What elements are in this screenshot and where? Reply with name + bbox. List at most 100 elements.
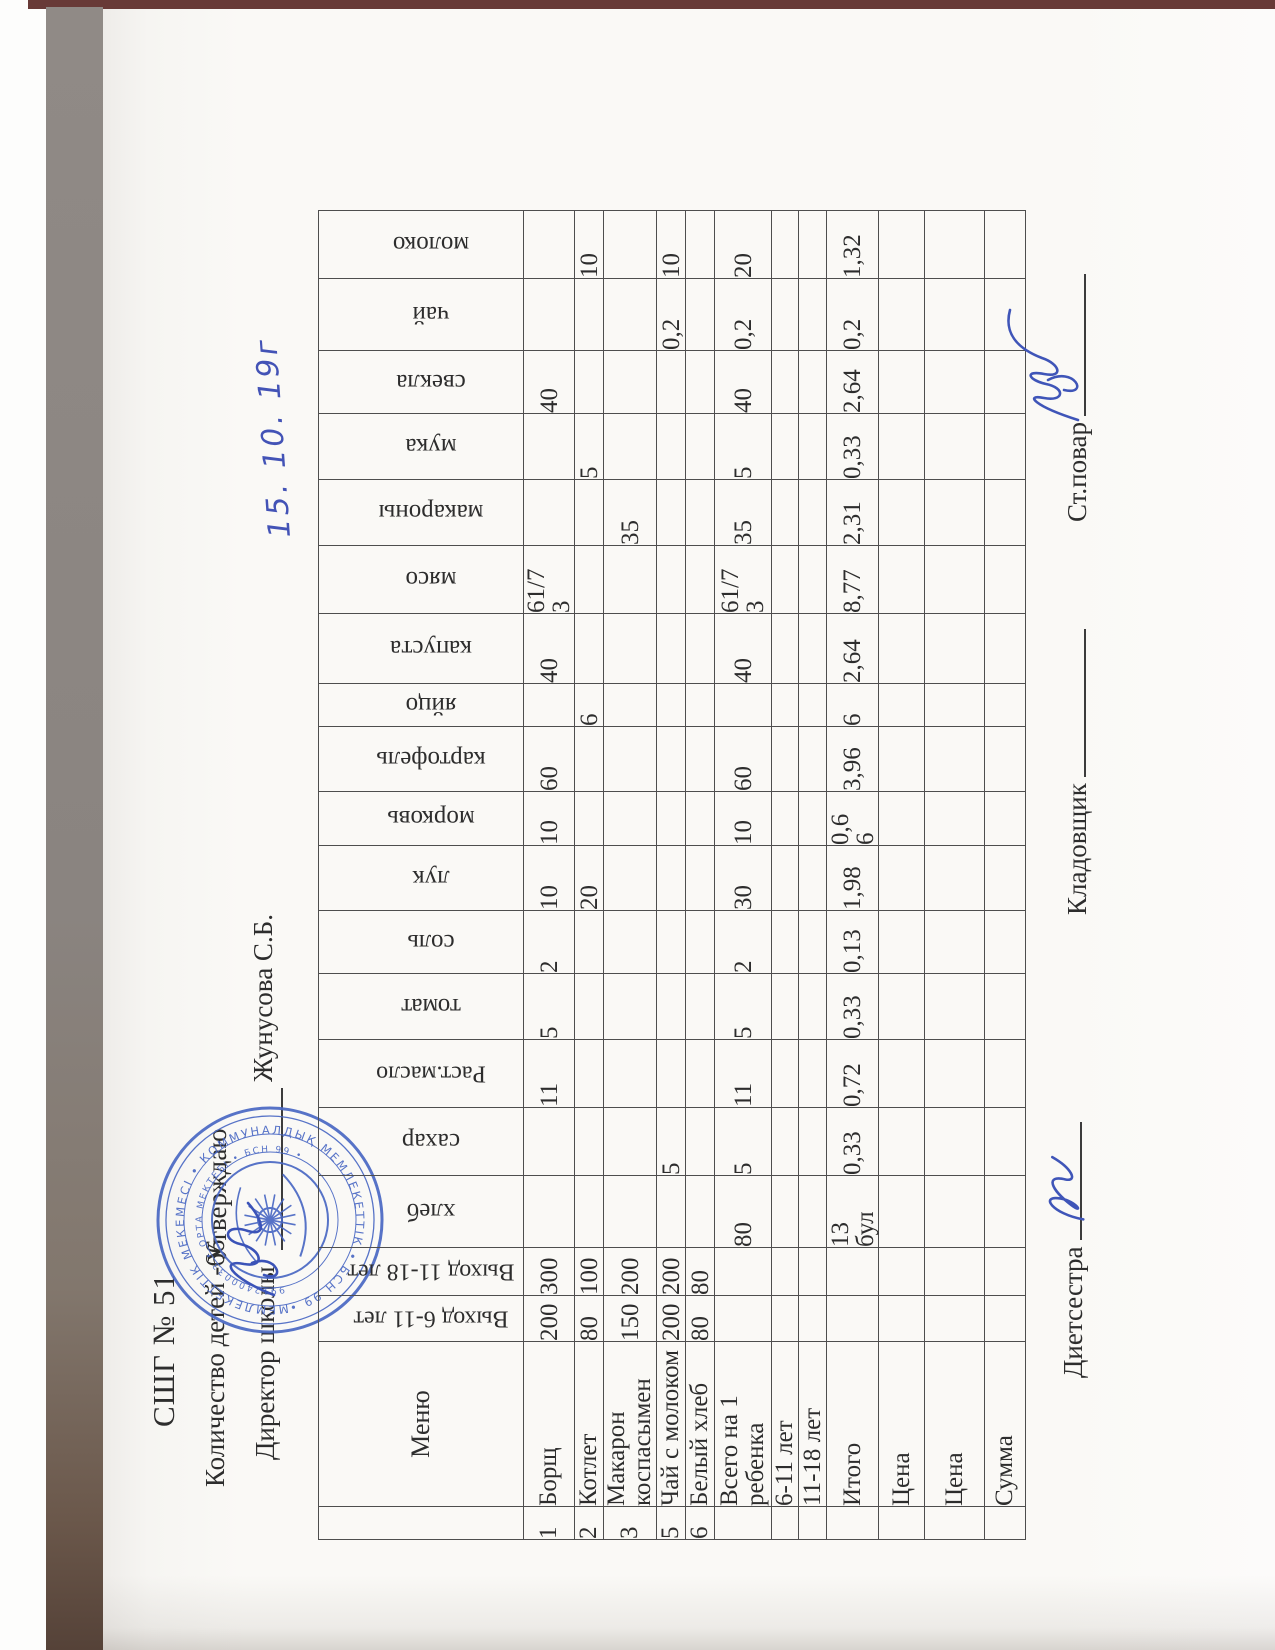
value-cell: 0,33 [826,1107,879,1176]
value-cell [523,1175,575,1248]
value-cell [656,613,686,684]
value-cell [771,1295,799,1342]
dish-name-cell: Котлет [574,1341,604,1507]
value-cell [603,210,657,279]
value-cell: 11 [714,1039,772,1108]
value-cell: 2,64 [826,350,879,414]
value-cell [685,350,715,414]
value-cell [656,479,686,546]
value-cell [798,1107,827,1176]
director-name: Жунусова С.Б. [248,914,278,1082]
value-cell [984,1295,1026,1342]
table-row: 6 Белый хлеб 80 80 [685,210,715,1540]
value-cell: 40 [714,613,772,684]
col-header-label: свекла [396,369,466,396]
value-cell [924,1295,985,1342]
value-cell: 35 [714,479,772,546]
head-cook-label: Ст.повар [1062,422,1092,522]
row-num-cell [714,1506,772,1540]
col-header-label: Выход 6-11 лет [353,1306,509,1332]
value-cell [603,413,657,480]
value-cell [798,545,827,614]
value-cell [771,910,799,974]
value-cell [924,726,985,792]
value-cell: 0,33 [826,973,879,1040]
value-cell [771,1039,799,1108]
head-cook-signature-icon [1007,308,1080,422]
col-header-label: соль [407,929,455,956]
value-cell [656,413,686,480]
value-cell [984,210,1026,279]
value-cell [771,973,799,1040]
value-cell: 5 [523,973,575,1040]
scan-edge-top [28,0,1275,9]
value-cell: 3,96 [826,726,879,792]
handwritten-date: 15. 10. 19г [249,335,298,539]
value-cell [685,683,715,727]
row-num-cell: 2 [574,1506,604,1540]
value-cell [878,726,925,792]
value-cell [771,613,799,684]
diet-sister-signature-icon [1048,1155,1085,1221]
col-header-meat: мясо [318,545,524,614]
value-cell [603,613,657,684]
value-cell [924,613,985,684]
value-cell [574,973,604,1040]
value-cell [798,350,827,414]
row-num-cell: 3 [603,1506,657,1540]
value-cell [771,683,799,727]
storekeeper-block: Кладовщик [1062,629,1093,915]
value-cell: 0,6 6 [826,791,879,846]
value-cell [771,479,799,546]
value-cell: 200 [656,1295,686,1342]
value-cell [924,479,985,546]
value-cell: 61/7 3 [523,545,575,614]
value-cell: 10 [523,791,575,846]
storekeeper-label: Кладовщик [1062,783,1092,915]
col-header-tomato: томат [318,973,524,1040]
col-header-out-11-18: Выход 11-18 лет [318,1247,524,1296]
value-cell [603,278,657,351]
value-cell [984,545,1026,614]
paper-background [103,9,1275,1650]
value-cell [878,910,925,974]
col-header-label: мука [405,433,457,461]
value-cell [574,545,604,614]
value-cell: 20 [714,210,772,279]
value-cell [685,726,715,792]
value-cell [771,1175,799,1248]
dish-name-cell: 11-18 лет [798,1341,827,1507]
value-cell: 8,77 [826,545,879,614]
value-cell [878,479,925,546]
value-cell [656,845,686,911]
value-cell [523,210,575,279]
value-cell [878,210,925,279]
col-header-tea: чай [318,278,524,351]
col-header-label: сахар [402,1128,461,1156]
value-cell [924,1039,985,1108]
diet-sister-label: Диетсестра [1058,1246,1088,1378]
value-cell [523,278,575,351]
value-cell: 10 [714,791,772,846]
value-cell: 200 [603,1247,657,1296]
value-cell [574,350,604,414]
value-cell [798,413,827,480]
value-cell: 5 [714,973,772,1040]
value-cell [984,791,1026,846]
value-cell [771,350,799,414]
value-cell [656,726,686,792]
value-cell [685,973,715,1040]
value-cell: 20 [574,845,604,911]
header-row: Меню Выход 6-11 лет Выход 11-18 лет хлеб сах… [318,210,524,1540]
value-cell [656,791,686,846]
table-row: 6-11 лет [771,210,799,1540]
table-row: 2 Котлет 80 100 20 6 5 10 [574,210,604,1540]
value-cell [878,545,925,614]
value-cell [603,845,657,911]
value-cell [798,1175,827,1248]
value-cell: 13 бул [826,1175,879,1248]
value-cell [656,1175,686,1248]
col-header-label: картофель [376,746,486,773]
row-num-cell [924,1506,985,1540]
